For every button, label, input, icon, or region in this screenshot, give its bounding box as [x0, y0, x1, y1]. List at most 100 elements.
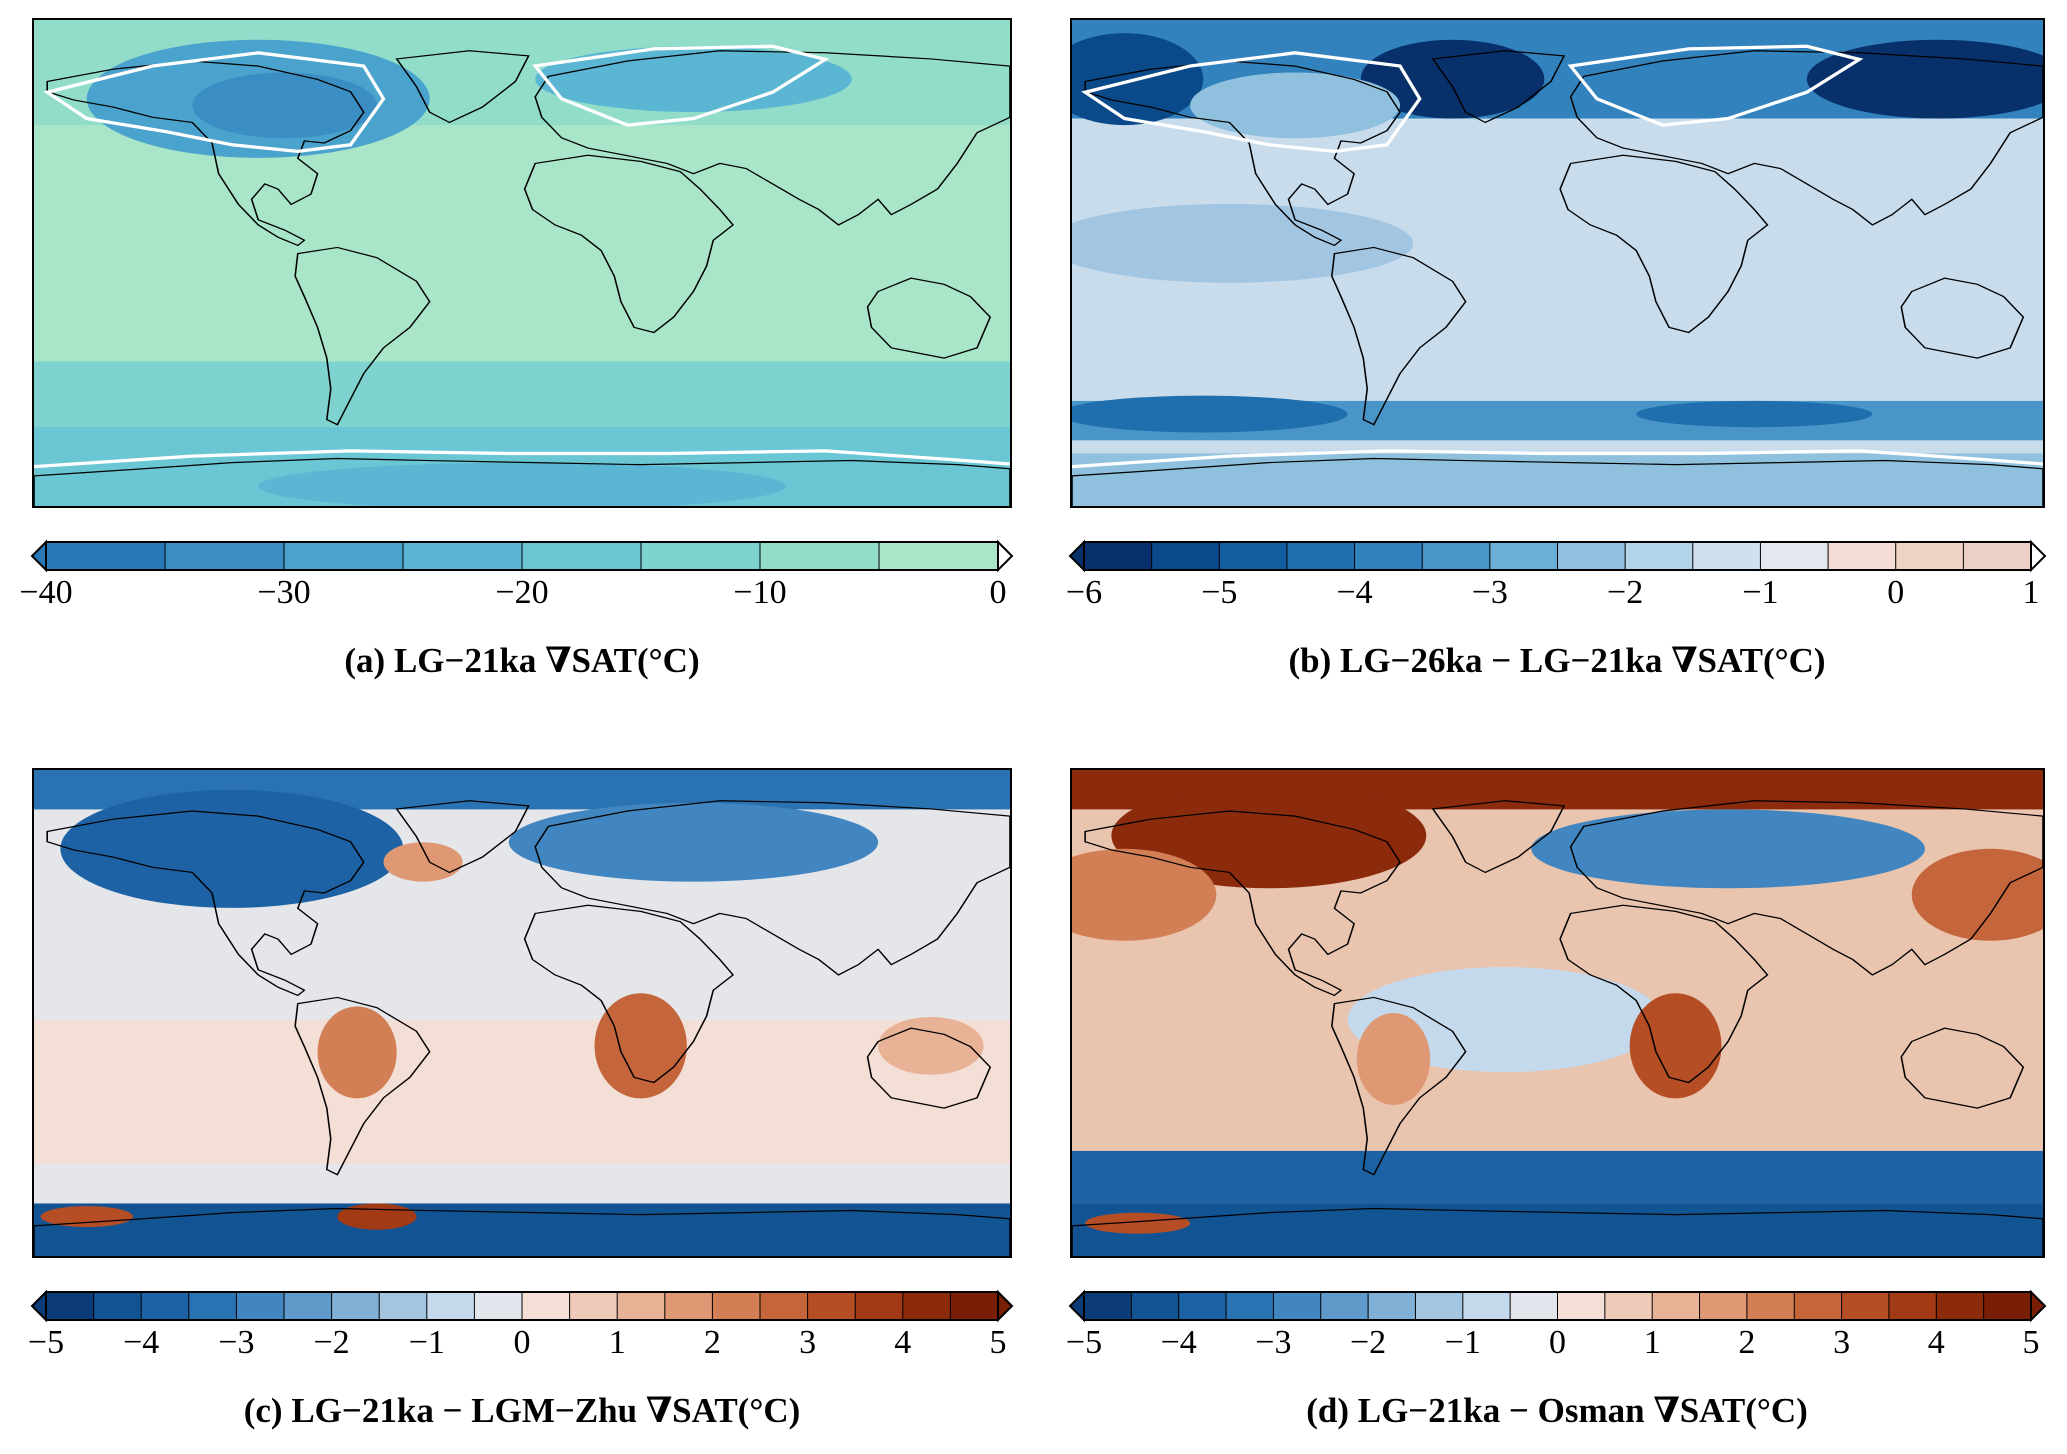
colorbar-segment	[1888, 1292, 1937, 1320]
colorbar-tick-label: 5	[2022, 1324, 2040, 1361]
colorbar-max-arrow	[997, 539, 1014, 573]
antarctic-ice-outline	[34, 449, 1010, 469]
colorbar-max-arrow	[997, 1289, 1014, 1323]
colorbar-tick-label: −3	[218, 1324, 255, 1361]
colorbar-segment	[950, 1292, 999, 1320]
colorbar-segment	[1415, 1292, 1464, 1320]
colorbar-segment	[1510, 1292, 1558, 1320]
colorbar-frame	[1083, 1291, 2032, 1321]
colorbar-tick-label: 0	[1887, 574, 1905, 611]
colorbar-segment	[141, 1292, 190, 1320]
colorbar-segment	[1963, 542, 2032, 570]
colorbar-segment	[426, 1292, 475, 1320]
colorbar-segment	[46, 542, 166, 570]
colorbar-segment	[1828, 542, 1897, 570]
colorbar-segment	[1489, 542, 1558, 570]
colorbar-segment	[855, 1292, 904, 1320]
siberia-cold	[1806, 39, 2043, 119]
colorbar-tick-label: −5	[1065, 1324, 1103, 1361]
caption-d: (d) LG−21ka − Osman ∇SAT(°C)	[1306, 1391, 1808, 1430]
colorbar-tick-label: 2	[703, 1324, 721, 1361]
weddell-warm	[40, 1206, 133, 1228]
colorbar-segment	[1273, 1292, 1322, 1320]
colorbar-tick-label: −4	[123, 1324, 160, 1361]
colorbar-tick-label: −2	[313, 1324, 350, 1361]
colorbar-segment	[474, 1292, 523, 1320]
colorbar-d-graphic	[1068, 1289, 2047, 1323]
colorbar-segment	[1422, 542, 1491, 570]
colorbar-segment	[1368, 1292, 1416, 1320]
colorbar-segment	[1895, 542, 1964, 570]
caption-c: (c) LG−21ka − LGM−Zhu ∇SAT(°C)	[243, 1391, 801, 1430]
colorbar-segment	[1084, 542, 1153, 570]
colorbar-segment	[1462, 1292, 1511, 1320]
laurentide-core	[192, 72, 377, 139]
colorbar-tick-label: 0	[513, 1324, 531, 1361]
africa-warm	[1629, 993, 1722, 1099]
colorbar-segment	[522, 542, 642, 570]
peninsula-warm	[337, 1203, 417, 1230]
colorbar-b	[1068, 539, 2047, 573]
colorbar-tick-label: 5	[989, 1324, 1007, 1361]
eurasian-ice-outline	[1567, 44, 1864, 127]
colorbar-segment	[617, 1292, 666, 1320]
southern-cold-2	[1636, 400, 1873, 428]
colorbar-segment	[93, 1292, 142, 1320]
north-america-warm	[1111, 783, 1427, 889]
antarctic-ice-outline	[1072, 449, 2043, 469]
colorbar-segment	[664, 1292, 713, 1320]
fennoscandian-cold	[535, 46, 852, 112]
colorbar-segment	[1625, 542, 1694, 570]
map-b	[1070, 18, 2045, 508]
colorbar-segment	[1746, 1292, 1795, 1320]
colorbar-segment	[522, 1292, 571, 1320]
laurentide-ice-outline	[1081, 51, 1422, 154]
colorbar-tick-label: 3	[799, 1324, 817, 1361]
map-d	[1070, 768, 2045, 1258]
colorbar-tick-label: 0	[1549, 1324, 1566, 1361]
south-america-warm	[1356, 1013, 1431, 1105]
colorbar-tick-label: 0	[989, 574, 1007, 611]
colorbar-tick-label: −40	[19, 574, 73, 611]
colorbar-segment	[1286, 542, 1356, 570]
colorbar-segment	[1178, 1292, 1227, 1320]
colorbar-segment	[1151, 542, 1220, 570]
colorbar-segment	[1936, 1292, 1985, 1320]
southern-cold	[1072, 395, 1348, 433]
colorbar-tick-label: 4	[1927, 1324, 1945, 1361]
colorbar-a-graphic	[30, 539, 1014, 573]
colorbar-a	[30, 539, 1014, 573]
atlantic-cold	[1360, 39, 1545, 119]
colorbar-segment	[712, 1292, 761, 1320]
tropical-band	[1072, 203, 1414, 283]
colorbar-segment	[1841, 1292, 1890, 1320]
colorbar-segment	[284, 542, 404, 570]
north-atlantic-warm	[383, 842, 463, 882]
colorbar-min-arrow	[1068, 1289, 1085, 1323]
colorbar-segment	[569, 1292, 618, 1320]
colorbar-frame	[1083, 541, 2032, 571]
colorbar-tick-label: −3	[1471, 574, 1508, 611]
colorbar-tick-label: −6	[1065, 574, 1103, 611]
colorbar-segment	[1557, 542, 1626, 570]
map-d-canvas	[1072, 770, 2043, 1256]
colorbar-tick-label: 1	[608, 1324, 626, 1361]
colorbar-max-arrow	[2030, 539, 2047, 573]
colorbar-tick-label: −2	[1607, 574, 1644, 611]
colorbar-tick-label: −20	[495, 574, 549, 611]
antarctic-cold	[258, 462, 786, 506]
colorbar-tick-label: 4	[894, 1324, 912, 1361]
colorbar-segment	[902, 1292, 951, 1320]
colorbar-segment	[379, 1292, 428, 1320]
colorbar-segment	[1604, 1292, 1653, 1320]
colorbar-segment	[641, 542, 761, 570]
eurasia-cold	[508, 802, 879, 882]
north-america-cold	[60, 789, 404, 908]
colorbar-segment	[760, 542, 880, 570]
map-c	[32, 768, 1012, 1258]
colorbar-b-graphic	[1068, 539, 2047, 573]
colorbar-segment	[1084, 1292, 1132, 1320]
colorbar-segment	[879, 542, 999, 570]
colorbar-max-arrow	[2030, 1289, 2047, 1323]
colorbar-segment	[1983, 1292, 2032, 1320]
